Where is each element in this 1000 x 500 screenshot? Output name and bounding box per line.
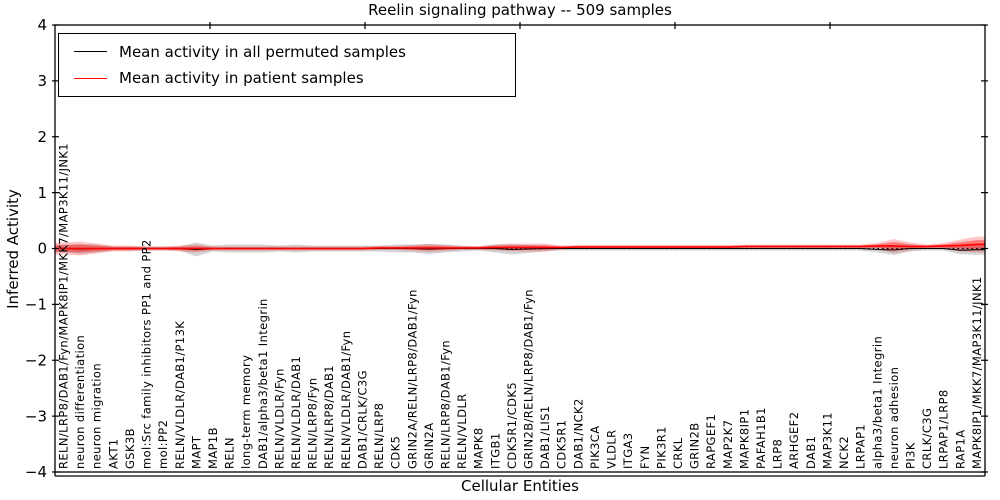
x-tick-label: LRPAP1 xyxy=(854,424,868,469)
x-tick-label: ITGA3 xyxy=(621,432,635,469)
x-tick-label: DAB1/LIS1 xyxy=(538,405,552,469)
x-tick-label: VLDLR xyxy=(605,429,619,469)
x-tick-label: RELN xyxy=(223,437,237,469)
x-tick-label: MAPK8 xyxy=(472,427,486,469)
x-tick-label: NCK2 xyxy=(837,436,851,469)
x-tick-label: ITGB1 xyxy=(488,432,502,469)
x-tick-label: GSK3B xyxy=(123,428,137,469)
x-tick-label: DAB1/CRLK/C3G xyxy=(355,370,369,469)
legend-entry-permuted: Mean activity in all permuted samples xyxy=(74,43,515,61)
x-tick-label: DAB1 xyxy=(804,436,818,469)
x-tick-label: GRIN2A/RELN/LRP8/DAB1/Fyn xyxy=(405,289,419,469)
legend-label-patient: Mean activity in patient samples xyxy=(119,69,364,88)
y-tick-label: −3 xyxy=(25,407,47,425)
x-tick-label: PI3K xyxy=(903,442,917,469)
patient-band xyxy=(55,236,985,256)
x-tick-label: RELN/VLDLR/DAB1/P13K xyxy=(173,321,187,469)
x-tick-label: PAFAH1B1 xyxy=(754,407,768,469)
y-tick-label: 1 xyxy=(37,184,47,202)
x-tick-label: long-term memory xyxy=(239,355,253,469)
legend-line-patient-icon xyxy=(74,77,107,79)
x-tick-label: MAP1B xyxy=(206,427,220,469)
x-tick-label: AKT1 xyxy=(106,439,120,469)
x-tick-label: RELN/VLDLR/Fyn xyxy=(272,368,286,469)
patient-mean-line xyxy=(55,243,985,250)
chart-title: Reelin signaling pathway -- 509 samples xyxy=(368,1,672,19)
x-tick-label: RAP1A xyxy=(953,429,967,469)
x-tick-label: RELN/VLDLR/DAB1/Fyn xyxy=(339,331,353,469)
x-tick-label: LRP8 xyxy=(771,439,785,469)
x-tick-label: MAP3K11 xyxy=(820,412,834,469)
x-tick-label: RELN/LRP8/Fyn xyxy=(306,377,320,469)
legend-label-permuted: Mean activity in all permuted samples xyxy=(119,42,406,61)
x-tick-label: CRLK/C3G xyxy=(920,408,934,469)
x-tick-label: alpha3/beta1 Integrin xyxy=(870,336,884,469)
legend-line-permuted-icon xyxy=(74,51,107,53)
x-tick-label: GRIN2B xyxy=(688,422,702,469)
y-tick-label: −4 xyxy=(25,463,47,481)
x-tick-label: mol:Src family inhibitors PP1 and PP2 xyxy=(140,239,154,469)
x-tick-label: PIK3R1 xyxy=(654,426,668,469)
x-tick-label: DAB1/NCK2 xyxy=(571,398,585,469)
x-tick-label: CDK5R1/CDK5 xyxy=(505,382,519,469)
y-axis-label: Inferred Activity xyxy=(4,189,22,309)
x-tick-label: MAP2K7 xyxy=(721,420,735,469)
x-tick-label: RAPGEF1 xyxy=(704,414,718,469)
x-tick-label: MAPK8IP1 xyxy=(737,409,751,469)
x-tick-label: CDK5 xyxy=(389,436,403,469)
x-tick-label: RELN/LRP8/DAB1/Fyn xyxy=(438,340,452,469)
x-tick-label: MAPT xyxy=(189,435,203,469)
x-tick-label: CDK5R1 xyxy=(555,420,569,469)
y-tick-label: 3 xyxy=(37,72,47,90)
y-tick-label: −1 xyxy=(25,296,47,314)
y-tick-label: 2 xyxy=(37,128,47,146)
legend-entry-patient: Mean activity in patient samples xyxy=(74,69,515,87)
x-tick-label: RELN/VLDLR/DAB1 xyxy=(289,356,303,469)
x-tick-label: GRIN2A xyxy=(422,423,436,469)
x-tick-label: RELN/LRP8/DAB1/Fyn/MAPK8IP1/MKK7/MAP3K11… xyxy=(57,143,71,469)
x-tick-label: RELN/LRP8/DAB1 xyxy=(322,365,336,469)
x-tick-label: LRPAP1/LRP8 xyxy=(937,389,951,469)
y-tick-label: −2 xyxy=(25,351,47,369)
x-tick-label: neuron adhesion xyxy=(887,367,901,469)
x-tick-label: CRKL xyxy=(671,437,685,469)
x-tick-label: neuron differentiation xyxy=(73,335,87,469)
x-tick-label: RELN/LRP8 xyxy=(372,403,386,469)
x-tick-label: PIK3CA xyxy=(588,426,602,469)
legend: Mean activity in all permuted samples Me… xyxy=(58,33,516,97)
x-tick-label: RELN/VLDLR xyxy=(455,393,469,469)
x-tick-label: MAPK8IP1/MKK7/MAP3K11/JNK1 xyxy=(970,276,984,469)
x-axis-label: Cellular Entities xyxy=(461,477,579,495)
x-tick-label: neuron migration xyxy=(90,363,104,469)
x-tick-label: mol:PP2 xyxy=(156,420,170,469)
y-tick-label: 4 xyxy=(37,16,47,34)
x-tick-label: FYN xyxy=(638,446,652,469)
x-tick-label: GRIN2B/RELN/LRP8/DAB1/Fyn xyxy=(522,289,536,469)
y-tick-label: 0 xyxy=(37,240,47,258)
x-tick-label: ARHGEF2 xyxy=(787,412,801,469)
x-tick-label: DAB1/alpha3/beta1 Integrin xyxy=(256,298,270,469)
